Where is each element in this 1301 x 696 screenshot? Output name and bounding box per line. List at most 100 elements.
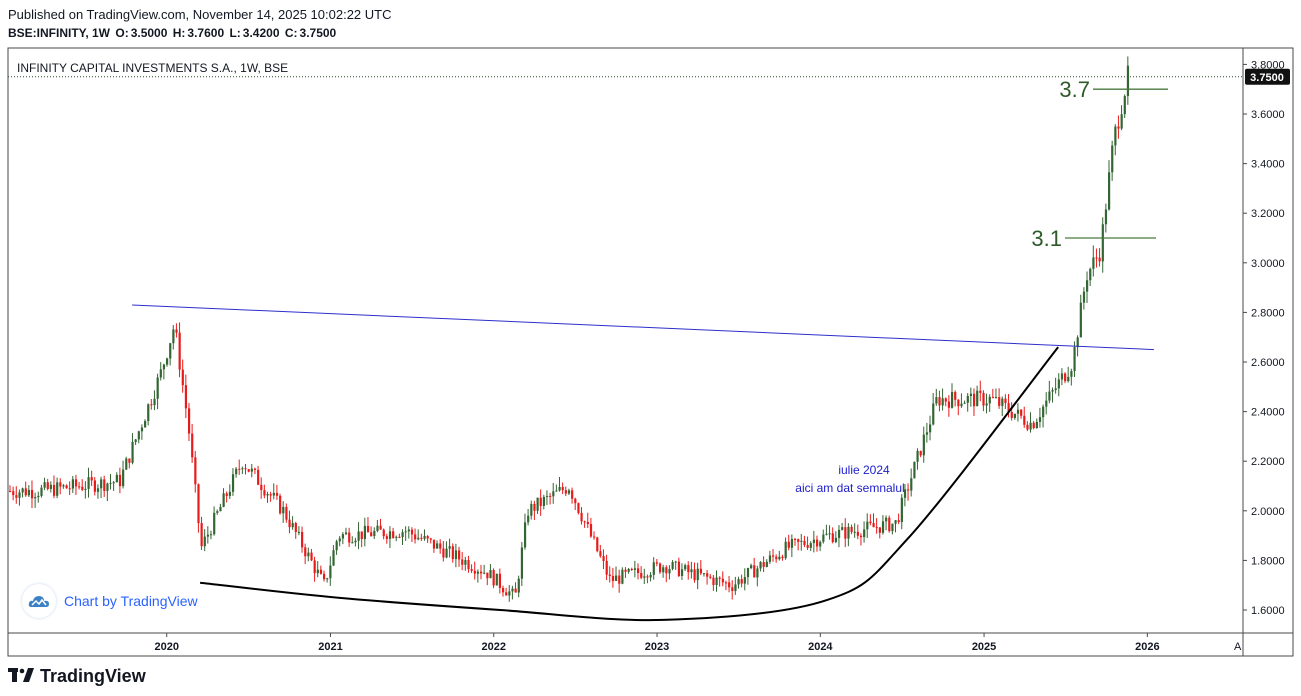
candle-body xyxy=(969,393,973,397)
tradingview-watermark[interactable]: Chart by TradingView xyxy=(22,584,198,618)
time-axis[interactable]: 2020 2021 2022 2023 2024 2025 2026 A xyxy=(154,633,1242,653)
candle-body xyxy=(395,536,398,538)
candle-body xyxy=(530,503,533,516)
candle-body xyxy=(907,489,910,491)
candle-body xyxy=(935,397,938,404)
candle-body xyxy=(423,536,426,539)
candle-body xyxy=(247,469,250,472)
price-tick-label: 1.6000 xyxy=(1251,605,1285,617)
candle-body xyxy=(797,539,800,542)
candle-body xyxy=(611,575,615,581)
candle-body xyxy=(1042,406,1045,418)
ohlc-legend: BSE:INFINITY, 1W O: 3.5000 H: 3.7600 L: 3.4… xyxy=(8,26,338,40)
low-value: 3.4200 xyxy=(242,26,280,40)
candle-body xyxy=(301,531,304,548)
candle-body xyxy=(621,569,624,584)
candle-body xyxy=(147,404,150,422)
candle-body xyxy=(162,364,166,370)
price-tick-label: 3.0000 xyxy=(1251,258,1285,270)
candle-body xyxy=(979,390,982,393)
candle-body xyxy=(187,408,191,434)
candle-body xyxy=(448,546,451,549)
candle-body xyxy=(652,562,655,575)
candle-body xyxy=(140,427,144,432)
candle-body xyxy=(501,587,505,593)
candle-body xyxy=(1126,65,1130,97)
price-tick-label: 3.4000 xyxy=(1251,159,1285,171)
candle-body xyxy=(637,568,640,574)
candle-body xyxy=(40,487,43,496)
candle-body xyxy=(473,570,476,574)
candle-body xyxy=(922,434,925,456)
time-tick-label: 2025 xyxy=(972,641,996,653)
candle-body xyxy=(668,568,671,574)
candle-body xyxy=(451,546,454,560)
candle-body xyxy=(420,537,423,539)
candle-body xyxy=(351,542,354,544)
candle-body xyxy=(998,397,1001,406)
candle-body xyxy=(583,521,586,523)
candle-body xyxy=(549,495,552,497)
candle-body xyxy=(313,560,316,574)
candle-body xyxy=(750,565,753,569)
candle-body xyxy=(21,488,24,493)
candle-body xyxy=(991,396,995,398)
candle-body xyxy=(834,537,838,543)
candle-body xyxy=(1067,376,1070,382)
candle-body xyxy=(279,495,282,514)
candle-body xyxy=(671,562,674,569)
candle-body xyxy=(728,582,731,588)
candle-body xyxy=(724,582,728,584)
candle-body xyxy=(505,592,508,596)
candle-body xyxy=(90,477,93,481)
candle-body xyxy=(404,531,407,533)
candle-body xyxy=(1057,379,1060,389)
candle-body xyxy=(241,468,244,470)
candle-body xyxy=(690,569,693,573)
candle-body xyxy=(59,482,62,487)
candle-body xyxy=(994,397,998,399)
price-tick-label: 2.6000 xyxy=(1251,357,1285,369)
price-tick-label: 2.2000 xyxy=(1251,456,1285,468)
candle-body xyxy=(49,484,53,489)
candle-body xyxy=(1101,224,1104,262)
candle-body xyxy=(976,390,979,407)
candle-body xyxy=(122,469,125,487)
candle-body xyxy=(831,533,834,543)
candle-body xyxy=(118,474,122,487)
candle-body xyxy=(677,561,681,576)
high-value: 3.7600 xyxy=(187,26,225,40)
price-axis[interactable]: 1.6000 1.8000 2.0000 2.2000 2.4000 2.6000 2.80… xyxy=(1243,59,1290,617)
candle-body xyxy=(1004,398,1007,404)
candle-body xyxy=(1038,417,1042,422)
candle-body xyxy=(454,550,458,560)
candle-body xyxy=(228,491,231,496)
candle-body xyxy=(335,541,338,551)
candle-body xyxy=(900,497,903,523)
candle-body xyxy=(1108,172,1111,210)
candle-body xyxy=(222,493,225,507)
candle-body xyxy=(947,401,951,408)
footer-brand[interactable]: TradingView xyxy=(8,666,146,687)
candle-body xyxy=(1035,421,1038,429)
candle-body xyxy=(1016,409,1020,414)
price-tick-label: 1.8000 xyxy=(1251,555,1285,567)
candle-body xyxy=(238,468,241,470)
candle-body xyxy=(1076,337,1079,348)
candle-body xyxy=(200,523,203,547)
candle-body xyxy=(696,568,699,581)
candle-body xyxy=(542,496,545,506)
candle-body xyxy=(514,588,517,593)
overlays: 3.7 3.1 iulie 2024 aici am dat semnalul xyxy=(8,76,1243,622)
candle-body xyxy=(338,538,341,542)
candle-body xyxy=(897,520,900,523)
candle-body xyxy=(181,369,184,386)
candle-body xyxy=(357,531,360,541)
open-label: O: xyxy=(115,26,129,40)
candle-body xyxy=(429,538,432,540)
candle-body xyxy=(216,511,219,513)
candle-body xyxy=(470,569,473,571)
candle-body xyxy=(467,560,470,570)
candle-body xyxy=(633,568,637,570)
